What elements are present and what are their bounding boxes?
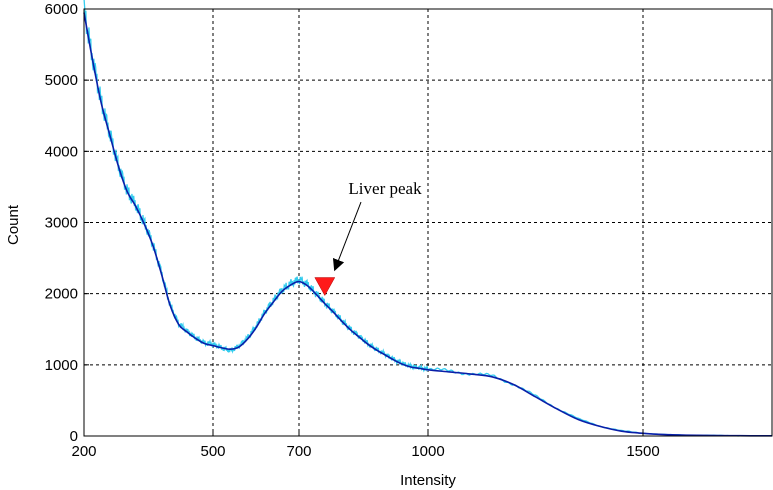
series-line-smoothed	[83, 12, 773, 437]
x-tick-label: 500	[200, 443, 225, 460]
x-tick-label: 700	[286, 443, 311, 460]
series-layer	[83, 0, 773, 437]
x-tick-label: 200	[71, 443, 96, 460]
x-tick-label: 1500	[626, 443, 659, 460]
y-tick-label: 4000	[45, 143, 78, 160]
liver-peak-marker	[314, 277, 336, 297]
y-tick-label: 5000	[45, 72, 78, 89]
x-tick-label: 1000	[411, 443, 444, 460]
y-axis-ticks: 0 1000 2000 3000 4000 5000 6000	[45, 1, 89, 445]
annotation-arrow	[332, 201, 362, 272]
x-axis-ticks: 200 500 700 1000 1500	[71, 431, 660, 460]
x-axis-label: Intensity	[400, 472, 456, 489]
y-tick-label: 1000	[45, 357, 78, 374]
grid	[84, 9, 772, 436]
y-tick-label: 6000	[45, 1, 78, 18]
y-tick-label: 3000	[45, 215, 78, 232]
y-tick-label: 2000	[45, 286, 78, 303]
y-tick-label: 0	[70, 428, 78, 445]
marker-layer	[314, 277, 336, 297]
y-axis-label: Count	[5, 204, 22, 245]
annotation-layer: Liver peak	[332, 179, 422, 272]
annotation-label: Liver peak	[348, 179, 422, 198]
